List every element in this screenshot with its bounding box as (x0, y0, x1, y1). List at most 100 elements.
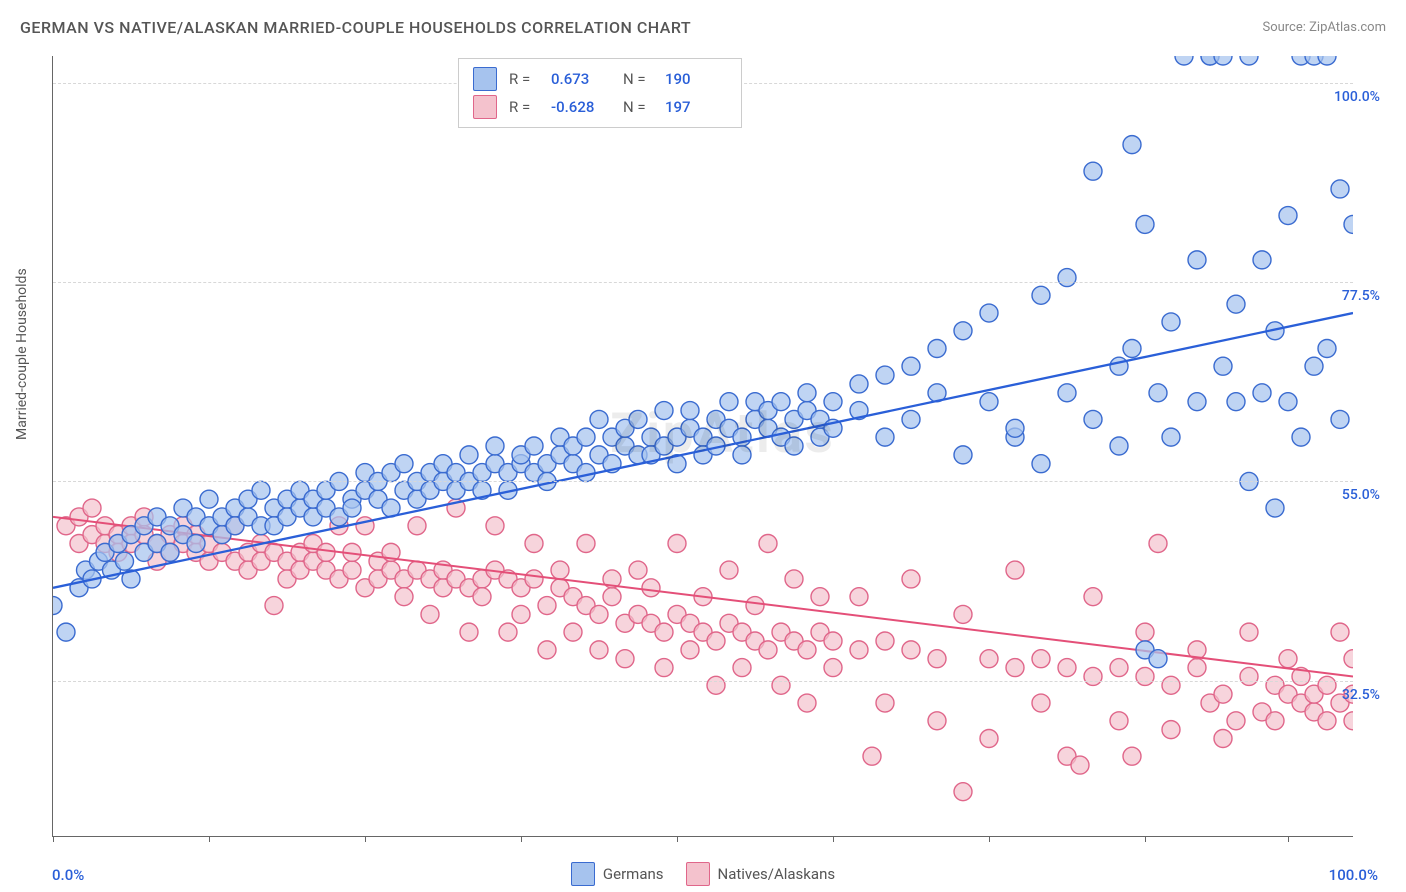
natives-alaskans-point (863, 747, 881, 765)
natives-alaskans-point (1162, 721, 1180, 739)
legend-item: Germans (571, 862, 664, 886)
germans-point (798, 384, 816, 402)
natives-alaskans-point (811, 588, 829, 606)
germans-point (1331, 180, 1349, 198)
stat-swatch (473, 95, 497, 119)
stat-swatch (473, 67, 497, 91)
natives-alaskans-point (928, 712, 946, 730)
stat-r-label: R = (509, 70, 539, 88)
natives-alaskans-point (1123, 747, 1141, 765)
legend-item: Natives/Alaskans (686, 862, 836, 886)
natives-alaskans-point (564, 623, 582, 641)
natives-alaskans-point (629, 561, 647, 579)
bottom-legend: Germans Natives/Alaskans (0, 862, 1406, 886)
germans-point (1149, 650, 1167, 668)
y-tick-label: 77.5% (1342, 288, 1380, 304)
germans-point (1318, 340, 1336, 358)
natives-alaskans-point (1162, 676, 1180, 694)
natives-alaskans-point (525, 535, 543, 553)
natives-alaskans-point (1006, 659, 1024, 677)
natives-alaskans-point (1006, 561, 1024, 579)
natives-alaskans-point (343, 561, 361, 579)
legend-label: Germans (603, 865, 664, 883)
germans-point (1305, 357, 1323, 375)
germans-point (1214, 56, 1232, 65)
y-axis-title: Married-couple Households (14, 268, 30, 440)
natives-alaskans-point (902, 570, 920, 588)
natives-alaskans-point (1266, 712, 1284, 730)
natives-alaskans-point (772, 676, 790, 694)
y-tick-label: 55.0% (1342, 487, 1380, 503)
germans-point (460, 446, 478, 464)
natives-alaskans-point (642, 579, 660, 597)
germans-point (902, 357, 920, 375)
germans-point (1344, 215, 1353, 233)
natives-alaskans-point (954, 783, 972, 801)
natives-alaskans-point (681, 641, 699, 659)
gridline (53, 681, 1353, 682)
germans-point (1188, 393, 1206, 411)
germans-point (1227, 295, 1245, 313)
germans-point (655, 402, 673, 420)
natives-alaskans-point (1071, 756, 1089, 774)
natives-alaskans-point (395, 588, 413, 606)
natives-alaskans-point (616, 650, 634, 668)
germans-point (1058, 269, 1076, 287)
germans-point (1214, 357, 1232, 375)
stat-n-label: N = (623, 98, 653, 116)
germans-point (590, 410, 608, 428)
natives-alaskans-point (1058, 659, 1076, 677)
natives-alaskans-point (850, 588, 868, 606)
natives-alaskans-point (824, 632, 842, 650)
germans-point (1227, 393, 1245, 411)
germans-point (1123, 136, 1141, 154)
chart-container: GERMAN VS NATIVE/ALASKAN MARRIED-COUPLE … (0, 0, 1406, 892)
natives-alaskans-point (1318, 712, 1336, 730)
germans-point (486, 437, 504, 455)
germans-point (577, 464, 595, 482)
natives-alaskans-point (759, 535, 777, 553)
natives-alaskans-point (1136, 623, 1154, 641)
germans-point (525, 437, 543, 455)
stat-n-value: 197 (665, 98, 725, 116)
germans-point (629, 410, 647, 428)
natives-alaskans-point (980, 650, 998, 668)
stat-r-label: R = (509, 98, 539, 116)
germans-point (1058, 384, 1076, 402)
germans-point (1162, 428, 1180, 446)
germans-point (1110, 357, 1128, 375)
germans-point (1188, 251, 1206, 269)
natives-alaskans-point (551, 561, 569, 579)
natives-alaskans-point (1188, 659, 1206, 677)
natives-alaskans-point (785, 570, 803, 588)
legend-swatch (571, 862, 595, 886)
germans-point (1253, 251, 1271, 269)
natives-alaskans-point (824, 659, 842, 677)
x-tick (833, 836, 834, 842)
germans-point (928, 340, 946, 358)
natives-alaskans-point (265, 597, 283, 615)
germans-point (252, 481, 270, 499)
germans-point (187, 535, 205, 553)
natives-alaskans-point (1149, 535, 1167, 553)
germans-point (1279, 393, 1297, 411)
natives-alaskans-point (538, 597, 556, 615)
natives-alaskans-point (1344, 650, 1353, 668)
germans-point (720, 393, 738, 411)
germans-point (1084, 410, 1102, 428)
natives-alaskans-point (512, 605, 530, 623)
natives-alaskans-point (1318, 676, 1336, 694)
germans-point (954, 322, 972, 340)
natives-alaskans-point (1331, 623, 1349, 641)
natives-alaskans-point (1084, 667, 1102, 685)
germans-point (1318, 56, 1336, 65)
germans-point (161, 543, 179, 561)
germans-point (1149, 384, 1167, 402)
germans-point (53, 597, 62, 615)
germans-point (876, 428, 894, 446)
stat-r-value: -0.628 (551, 98, 611, 116)
chart-title: GERMAN VS NATIVE/ALASKAN MARRIED-COUPLE … (20, 18, 691, 37)
germans-point (395, 455, 413, 473)
germans-point (1240, 56, 1258, 65)
legend-label: Natives/Alaskans (718, 865, 836, 883)
